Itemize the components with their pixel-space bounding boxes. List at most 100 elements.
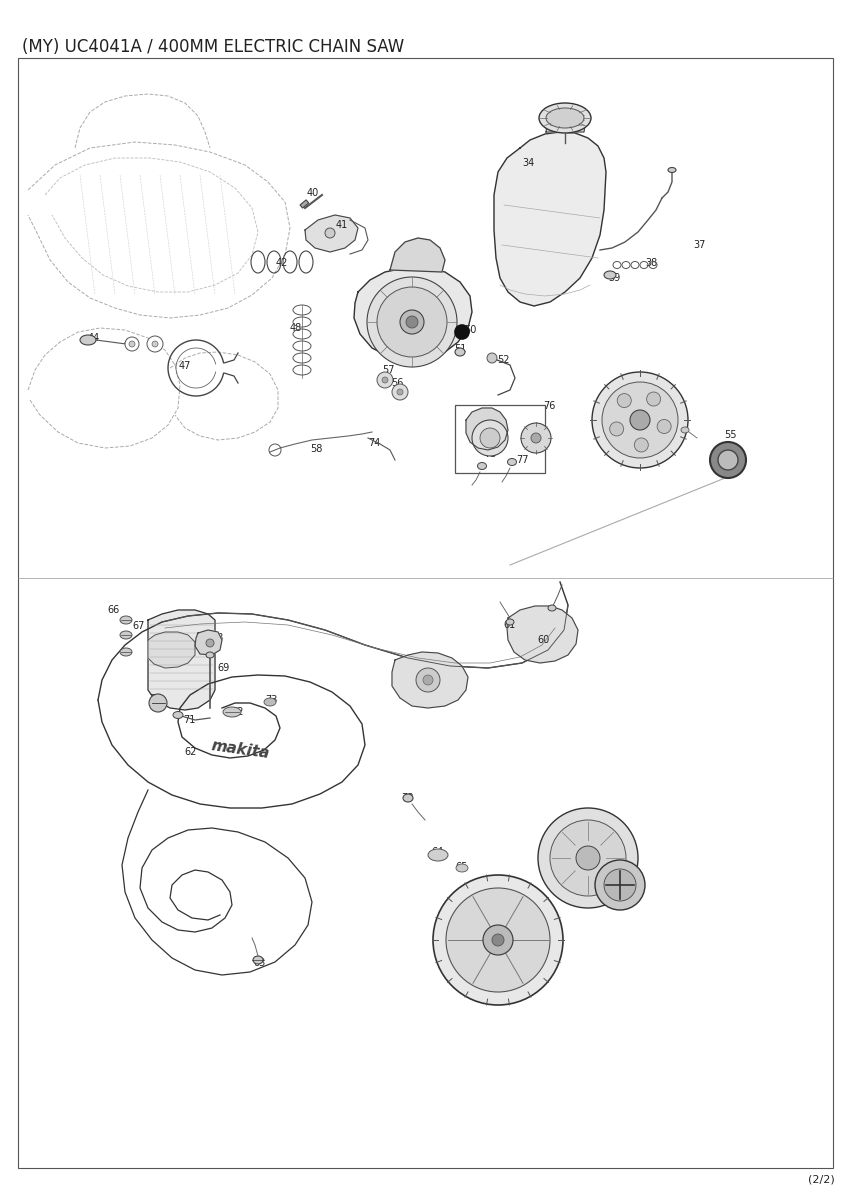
Ellipse shape (548, 605, 556, 611)
Ellipse shape (253, 956, 263, 964)
Circle shape (152, 341, 158, 347)
Text: 81: 81 (595, 857, 607, 866)
Circle shape (400, 310, 424, 334)
Circle shape (657, 420, 671, 433)
Circle shape (483, 925, 513, 955)
Text: 68: 68 (212, 634, 224, 643)
Polygon shape (507, 606, 578, 662)
Text: 52: 52 (497, 355, 509, 365)
Ellipse shape (223, 707, 241, 716)
Ellipse shape (403, 794, 413, 802)
Circle shape (538, 808, 638, 908)
Circle shape (472, 420, 508, 456)
Circle shape (377, 287, 447, 358)
Text: 53: 53 (637, 391, 649, 401)
Text: (MY) UC4041A / 400MM ELECTRIC CHAIN SAW: (MY) UC4041A / 400MM ELECTRIC CHAIN SAW (22, 38, 404, 56)
Text: 46: 46 (149, 338, 161, 348)
Ellipse shape (264, 698, 276, 706)
Circle shape (480, 428, 500, 448)
Text: 63: 63 (254, 958, 266, 968)
Circle shape (531, 433, 541, 443)
Text: 78: 78 (401, 793, 414, 803)
Circle shape (206, 638, 214, 647)
Ellipse shape (506, 619, 514, 625)
Circle shape (446, 888, 550, 992)
Text: 39: 39 (608, 272, 620, 283)
Text: 72: 72 (231, 707, 243, 716)
Polygon shape (354, 268, 472, 360)
Text: 73: 73 (265, 695, 277, 704)
Text: 65: 65 (456, 862, 468, 872)
Ellipse shape (477, 462, 487, 469)
Ellipse shape (173, 712, 183, 719)
Text: 71: 71 (183, 715, 195, 725)
Text: 55: 55 (723, 430, 736, 440)
Circle shape (147, 336, 163, 352)
Ellipse shape (507, 458, 517, 466)
Ellipse shape (120, 631, 132, 638)
Circle shape (634, 438, 648, 452)
Ellipse shape (428, 850, 448, 862)
Polygon shape (392, 652, 468, 708)
Ellipse shape (456, 864, 468, 872)
Circle shape (602, 382, 678, 458)
Bar (455, 404, 545, 473)
Text: 70: 70 (149, 694, 161, 704)
Ellipse shape (120, 648, 132, 656)
Ellipse shape (120, 616, 132, 624)
Circle shape (592, 372, 688, 468)
Circle shape (550, 820, 626, 896)
Ellipse shape (604, 271, 616, 278)
Text: 79: 79 (445, 948, 457, 958)
Ellipse shape (539, 103, 591, 133)
Text: 75: 75 (483, 449, 496, 458)
Text: 61: 61 (503, 620, 515, 630)
Circle shape (397, 389, 403, 395)
Text: 77: 77 (516, 455, 528, 464)
Circle shape (377, 372, 393, 388)
Circle shape (576, 846, 600, 870)
Text: 32: 32 (564, 103, 576, 113)
Circle shape (492, 934, 504, 946)
Ellipse shape (681, 427, 689, 433)
Circle shape (125, 337, 139, 350)
Text: 80: 80 (581, 839, 593, 850)
Text: 49: 49 (391, 286, 404, 296)
Text: 74: 74 (368, 438, 380, 448)
Circle shape (710, 442, 746, 478)
Circle shape (129, 341, 135, 347)
Circle shape (604, 869, 636, 901)
Text: 58: 58 (310, 444, 323, 454)
Circle shape (392, 384, 408, 400)
Text: 34: 34 (522, 158, 534, 168)
Circle shape (382, 377, 388, 383)
Ellipse shape (80, 335, 96, 346)
Ellipse shape (455, 348, 465, 356)
Text: (2/2): (2/2) (808, 1175, 835, 1186)
Circle shape (718, 450, 738, 470)
Polygon shape (466, 408, 508, 450)
Circle shape (487, 353, 497, 362)
Text: 48: 48 (290, 323, 302, 332)
Circle shape (406, 316, 418, 328)
Text: 76: 76 (543, 401, 555, 410)
Text: 50: 50 (464, 325, 477, 335)
Text: 40: 40 (307, 188, 319, 198)
Text: 62: 62 (185, 746, 197, 757)
Text: 56: 56 (391, 378, 403, 388)
Circle shape (423, 674, 433, 685)
Bar (300, 200, 309, 208)
Circle shape (455, 325, 469, 338)
Circle shape (609, 422, 624, 436)
Text: 69: 69 (218, 662, 230, 673)
Polygon shape (195, 630, 222, 655)
Circle shape (367, 277, 457, 367)
Text: 66: 66 (108, 605, 120, 614)
Text: 47: 47 (179, 361, 191, 371)
Circle shape (521, 422, 551, 452)
Text: 38: 38 (645, 258, 657, 268)
Polygon shape (148, 632, 195, 668)
Circle shape (617, 394, 631, 408)
Text: 41: 41 (336, 220, 348, 230)
Circle shape (630, 410, 650, 430)
